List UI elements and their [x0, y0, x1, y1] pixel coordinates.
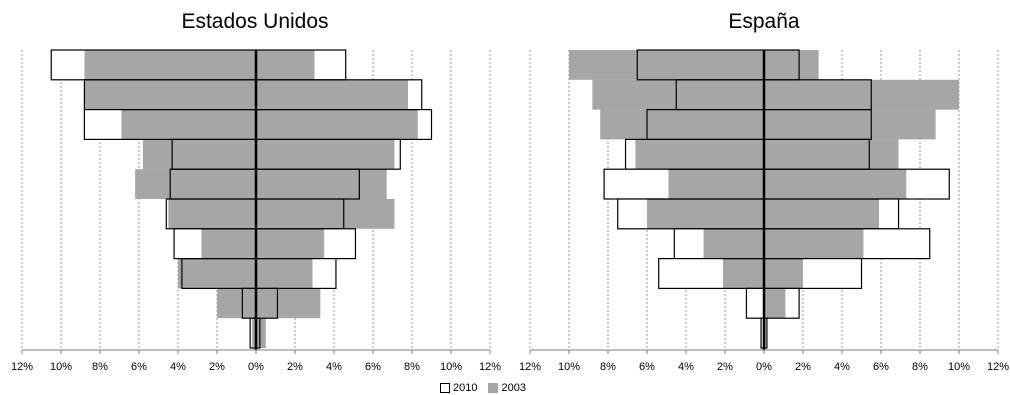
x-tick-label: 0%: [248, 361, 264, 373]
bar-2003-left: [168, 199, 256, 229]
bar-2010-left-fill: [604, 169, 669, 199]
bar-2003-left: [592, 79, 764, 110]
bar-2003-right: [256, 50, 315, 80]
bar-2010-right-fill: [906, 169, 950, 199]
bar-2010-right-fill: [879, 199, 899, 229]
x-tick-label: 8%: [912, 361, 928, 373]
bar-2003-right: [764, 199, 880, 229]
bar-2003-right: [256, 228, 325, 259]
bar-2010-right-fill: [324, 228, 356, 259]
bar-2003-left: [668, 169, 764, 199]
bar-2003-left: [600, 109, 764, 140]
x-tick-label: 12%: [987, 361, 1009, 373]
x-tick-label: 4%: [678, 361, 694, 373]
legend-swatch-2010: [440, 383, 450, 393]
bar-2003-right: [256, 199, 395, 229]
bar-2003-right: [256, 79, 409, 110]
bar-2003-right: [764, 139, 899, 170]
legend-label-2003: 2003: [501, 382, 526, 394]
x-tick-label: 8%: [600, 361, 616, 373]
bar-2010-left-fill: [761, 318, 764, 348]
x-tick-label: 6%: [873, 361, 889, 373]
bar-2003-right: [256, 258, 313, 289]
bar-2003-left: [703, 228, 764, 259]
bar-2003-left: [723, 258, 764, 289]
x-tick-label: 10%: [558, 361, 580, 373]
bar-2003-left: [252, 318, 256, 348]
chart-title-espana: España: [728, 10, 800, 33]
bar-2003-right: [764, 258, 803, 289]
bar-2010-left-fill: [658, 258, 724, 289]
x-tick-label: 10%: [440, 361, 462, 373]
bar-2003-left: [178, 258, 256, 289]
x-tick-label: 4%: [170, 361, 186, 373]
x-tick-label: 4%: [326, 361, 342, 373]
bar-2003-right: [764, 79, 959, 110]
x-tick-label: 12%: [11, 361, 33, 373]
x-tick-label: 8%: [92, 361, 108, 373]
bar-2010-left-fill: [625, 139, 636, 170]
bar-2003-left: [121, 109, 256, 140]
x-tick-label: 0%: [756, 361, 772, 373]
bar-2003-left: [647, 199, 764, 229]
x-tick-label: 6%: [131, 361, 147, 373]
x-tick-label: 6%: [365, 361, 381, 373]
x-tick-label: 12%: [519, 361, 541, 373]
bar-2010-left-fill: [746, 288, 764, 319]
bar-2003-right: [256, 109, 418, 140]
bar-2010-left-fill: [51, 50, 85, 80]
bar-2010-right-fill: [803, 258, 862, 289]
bar-2003-left: [84, 79, 257, 110]
bar-2010-right-fill: [394, 139, 401, 170]
bar-2003-left: [201, 228, 256, 259]
bar-2003-left: [569, 50, 764, 80]
x-tick-label: 10%: [948, 361, 970, 373]
bar-2010-left-fill: [674, 228, 704, 259]
bar-2010-left-fill: [250, 318, 253, 348]
bar-2003-left: [84, 50, 257, 80]
legend-swatch-2003: [488, 383, 499, 393]
bar-2010-left-fill: [166, 199, 169, 229]
bar-2003-right: [764, 109, 936, 140]
bar-2010-right-fill: [314, 50, 346, 80]
x-tick-label: 2%: [717, 361, 733, 373]
bar-2003-right: [256, 169, 387, 199]
bar-2003-left: [217, 288, 256, 319]
bar-2010-right-fill: [785, 288, 800, 319]
bar-2010-left-fill: [174, 228, 202, 259]
bar-2003-right: [256, 139, 395, 170]
bar-2003-left: [142, 139, 256, 170]
bar-2003-right: [256, 288, 321, 319]
x-tick-label: 6%: [639, 361, 655, 373]
bar-2010-right-fill: [863, 228, 930, 259]
bar-2010-right-fill: [408, 79, 422, 110]
bar-2003-left: [135, 169, 256, 199]
bar-2003-right: [764, 288, 786, 319]
bar-2003-left: [635, 139, 764, 170]
x-tick-label: 10%: [50, 361, 72, 373]
bar-2010-left-fill: [84, 109, 122, 140]
bar-2003-right: [764, 50, 819, 80]
x-tick-label: 12%: [479, 361, 501, 373]
legend: 2010 2003: [440, 382, 526, 394]
bar-2010-right-fill: [417, 109, 432, 140]
bar-2003-right: [764, 228, 864, 259]
bar-2010-right-fill: [312, 258, 336, 289]
x-tick-label: 2%: [209, 361, 225, 373]
x-tick-label: 4%: [834, 361, 850, 373]
legend-label-2010: 2010: [453, 382, 478, 394]
bar-2003-right: [256, 318, 266, 348]
chart-title-estados-unidos: Estados Unidos: [181, 10, 329, 33]
x-tick-label: 8%: [404, 361, 420, 373]
x-tick-label: 2%: [287, 361, 303, 373]
bar-2003-right: [764, 169, 907, 199]
bar-2010-left-fill: [617, 199, 647, 229]
x-tick-label: 2%: [795, 361, 811, 373]
